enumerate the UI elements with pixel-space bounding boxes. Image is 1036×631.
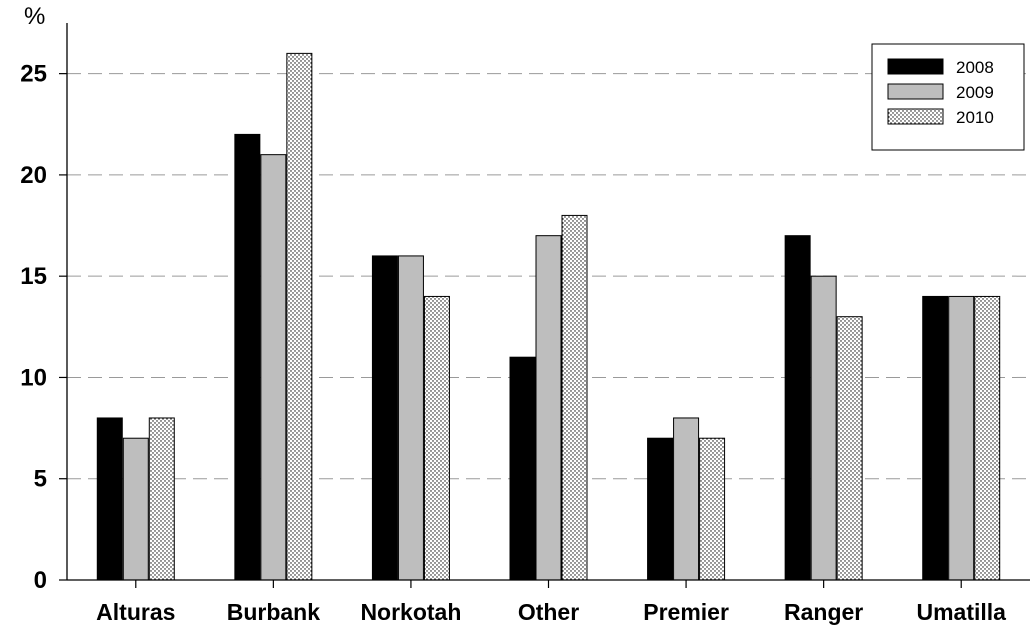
y-tick-label: 0: [34, 567, 47, 594]
y-tick-label: 10: [20, 364, 47, 391]
bar: [836, 316, 863, 581]
legend: 2008 2009 2010: [871, 43, 1025, 151]
bar: [647, 437, 674, 581]
x-category-label: Umatilla: [916, 599, 1006, 625]
bar: [96, 417, 123, 581]
x-category-label: Burbank: [227, 599, 321, 625]
bar: [423, 295, 450, 581]
bar: [699, 437, 726, 581]
y-tick-label: 15: [20, 263, 47, 290]
legend-label: 2008: [956, 58, 994, 77]
bar: [148, 417, 175, 581]
bar: [784, 235, 811, 581]
x-category-label: Other: [518, 599, 579, 625]
bar: [922, 295, 949, 581]
x-category-labels: Alturas Burbank Norkotah Other Premier Ranger…: [96, 599, 1006, 625]
bar: [260, 154, 287, 581]
bar: [234, 133, 261, 581]
bar: [974, 295, 1001, 581]
legend-swatch: [887, 83, 944, 100]
bar: [509, 356, 536, 581]
bar: [371, 255, 398, 581]
bar: [561, 214, 588, 581]
legend-label: 2009: [956, 83, 994, 102]
legend-swatch: [887, 108, 944, 125]
bar: [810, 275, 837, 581]
legend-label: 2010: [956, 108, 994, 127]
bar: [122, 437, 149, 581]
legend-swatch: [887, 58, 944, 75]
y-axis-unit-label: %: [24, 3, 45, 30]
bars: [96, 52, 1001, 581]
x-category-label: Premier: [643, 599, 729, 625]
y-tick-label: 25: [20, 61, 47, 88]
axes: [59, 23, 1030, 588]
bar: [948, 295, 975, 581]
y-tick-labels: 0 5 10 15 20 25: [20, 61, 47, 594]
bar: [397, 255, 424, 581]
bar: [673, 417, 700, 581]
bar: [286, 52, 313, 581]
gridlines: [67, 73, 1030, 480]
x-category-label: Alturas: [96, 599, 175, 625]
y-tick-label: 20: [20, 162, 47, 189]
y-tick-label: 5: [34, 466, 47, 493]
bar: [535, 235, 562, 581]
x-category-label: Ranger: [784, 599, 863, 625]
x-category-label: Norkotah: [360, 599, 461, 625]
